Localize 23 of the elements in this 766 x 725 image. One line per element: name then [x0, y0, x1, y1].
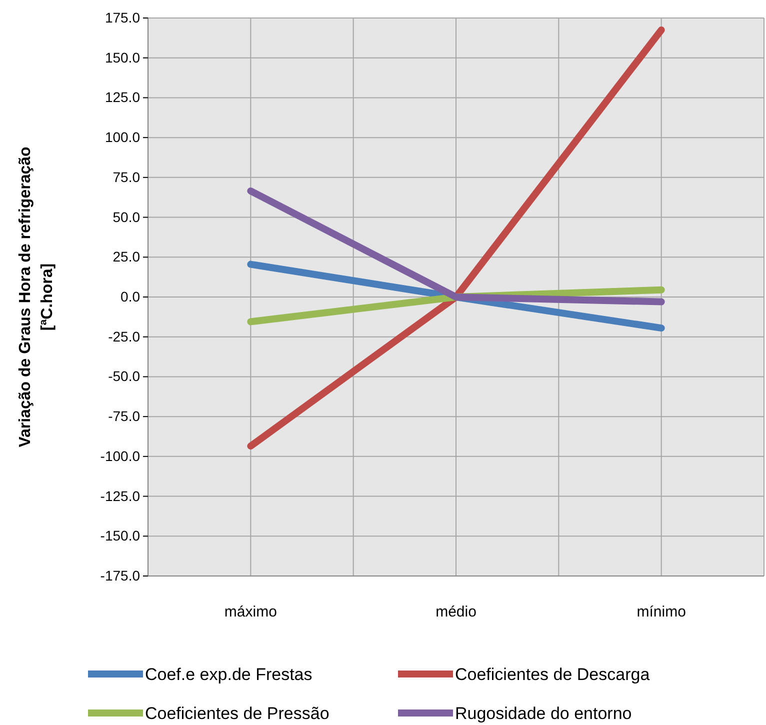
y-tick-label: 50.0: [112, 208, 140, 225]
y-tick-label: 75.0: [112, 168, 140, 185]
y-tick-label: -100.0: [100, 448, 140, 464]
y-tick-label: 125.0: [104, 89, 140, 106]
y-tick-label: 0.0: [120, 288, 140, 304]
x-tick-label: mínimo: [636, 604, 686, 621]
y-tick-label: -150.0: [100, 528, 140, 544]
legend-label: Coeficientes de Descarga: [455, 665, 650, 684]
y-axis-title: Variação de Graus Hora de refrigeração [ªC.hora]: [17, 146, 56, 448]
legend-label: Coeficientes de Pressão: [145, 704, 330, 723]
y-tick-label: -175.0: [100, 567, 140, 584]
y-tick-label: -25.0: [108, 328, 140, 344]
y-tick-label: 100.0: [104, 129, 140, 146]
y-tick-label: -125.0: [100, 488, 140, 504]
x-tick-label: médio: [436, 604, 476, 621]
x-tick-label: máximo: [224, 604, 277, 621]
legend-label: Rugosidade do entorno: [455, 704, 632, 723]
y-tick-label: 150.0: [104, 49, 140, 66]
y-tick-label: -75.0: [108, 408, 140, 424]
y-tick-label: 175.0: [104, 9, 140, 26]
legend-label: Coef.e exp.de Frestas: [145, 665, 312, 684]
y-tick-label: -50.0: [108, 368, 140, 384]
y-tick-label: 25.0: [112, 248, 140, 265]
